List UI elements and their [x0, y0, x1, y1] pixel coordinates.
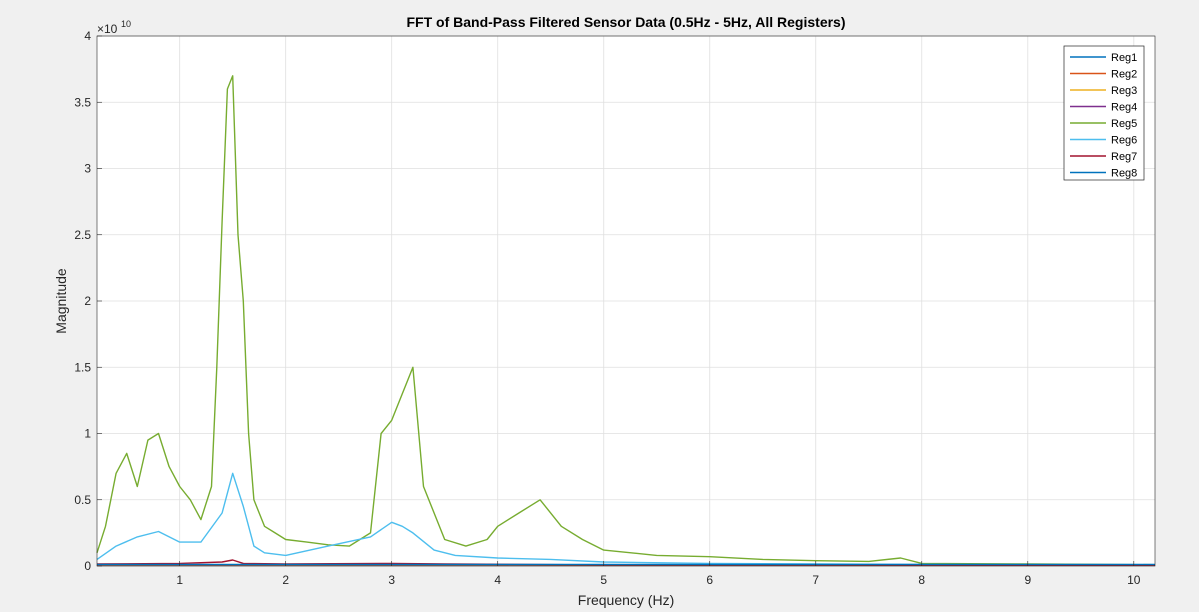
- y-tick-label: 0: [84, 559, 91, 573]
- y-tick-label: 3.5: [74, 95, 91, 109]
- legend-label-reg6: Reg6: [1111, 135, 1137, 147]
- legend-label-reg5: Reg5: [1111, 118, 1137, 130]
- y-tick-label: 4: [84, 29, 91, 43]
- x-axis-label: Frequency (Hz): [578, 592, 674, 608]
- y-tick-label: 2.5: [74, 228, 91, 242]
- x-tick-label: 8: [918, 573, 925, 587]
- legend-label-reg7: Reg7: [1111, 151, 1137, 163]
- legend[interactable]: Reg1 Reg2 Reg3 Reg4 Reg5 Reg6 Reg7 Reg8: [1063, 45, 1145, 181]
- y-axis-label: Magnitude: [53, 268, 69, 334]
- y-exponent-base: ×10: [97, 22, 118, 36]
- legend-label-reg4: Reg4: [1111, 102, 1137, 114]
- x-tick-label: 1: [176, 573, 183, 587]
- x-tick-label: 5: [600, 573, 607, 587]
- x-tick-label: 3: [388, 573, 395, 587]
- x-tick-label: 10: [1127, 573, 1141, 587]
- x-tick-label: 4: [494, 573, 501, 587]
- y-tick-label: 1: [84, 427, 91, 441]
- ticks: 1 2 3 4 5 6 7 8 9 10 0 0.5 1 1.5 2 2.5 3 3.5 4: [74, 29, 1140, 587]
- y-tick-label: 1.5: [74, 360, 91, 374]
- y-tick-label: 0.5: [74, 493, 91, 507]
- series-layer: [96, 75, 1156, 566]
- x-tick-label: 7: [812, 573, 819, 587]
- x-tick-label: 6: [706, 573, 713, 587]
- legend-label-reg1: Reg1: [1111, 52, 1137, 64]
- x-tick-label: 2: [282, 573, 289, 587]
- x-tick-label: 9: [1024, 573, 1031, 587]
- series-line-reg6: [96, 472, 1155, 566]
- legend-label-reg2: Reg2: [1111, 69, 1137, 81]
- y-tick-label: 2: [84, 294, 91, 308]
- y-exponent-power: 10: [121, 19, 131, 29]
- y-tick-label: 3: [84, 162, 91, 176]
- series-line-reg5: [96, 75, 1156, 566]
- legend-label-reg3: Reg3: [1111, 85, 1137, 97]
- legend-box: [1063, 45, 1145, 181]
- legend-label-reg8: Reg8: [1111, 168, 1137, 180]
- chart-title: FFT of Band-Pass Filtered Sensor Data (0…: [406, 14, 845, 30]
